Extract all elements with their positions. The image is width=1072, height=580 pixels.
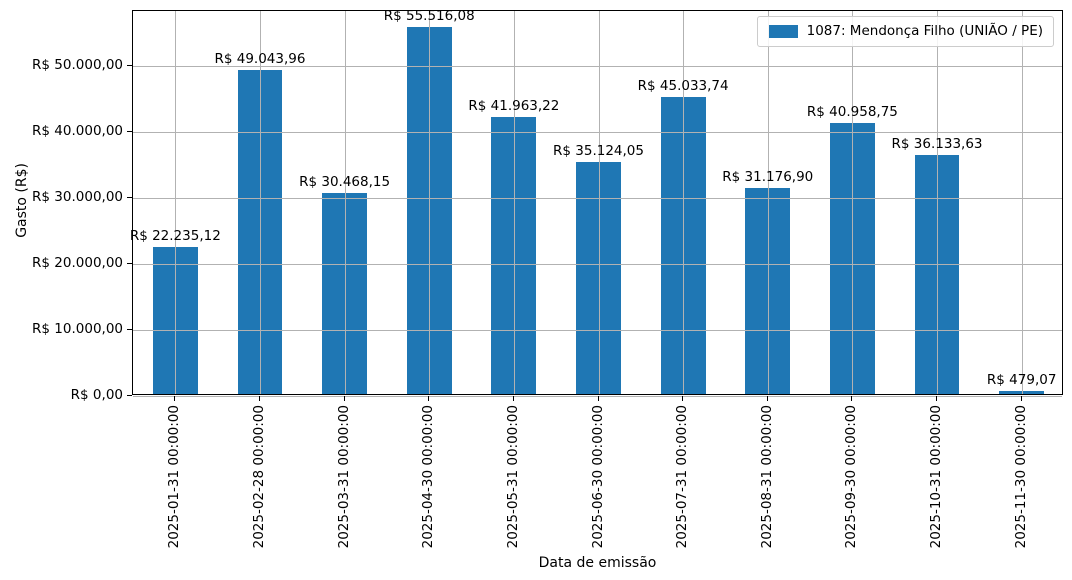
y-tick-label: R$ 20.000,00 <box>32 254 123 271</box>
gridline-vertical <box>429 11 431 394</box>
gridline-horizontal <box>133 65 1062 67</box>
gridline-vertical <box>1021 11 1023 394</box>
x-tick-label: 2025-11-30 00:00:00 <box>1012 405 1029 549</box>
bar <box>491 116 537 394</box>
bar-value-label: R$ 31.176,90 <box>722 169 814 186</box>
bar-value-label: R$ 40.958,75 <box>806 104 898 121</box>
x-axis-title: Data de emissão <box>538 555 657 571</box>
bar-value-label: R$ 22.235,12 <box>129 228 221 245</box>
bar-value-label: R$ 479,07 <box>986 371 1057 388</box>
bar-value-label: R$ 35.124,05 <box>553 143 644 160</box>
y-axis-title: Gasto (R$) <box>14 163 30 238</box>
y-tick-label: R$ 40.000,00 <box>32 122 123 139</box>
gridline-vertical <box>513 11 515 394</box>
bar <box>237 70 283 394</box>
bar <box>576 162 621 394</box>
x-tick-label: 2025-05-31 00:00:00 <box>504 405 521 549</box>
gridline-vertical <box>852 11 854 394</box>
gridline-vertical <box>259 11 261 394</box>
x-tick-label: 2025-02-28 00:00:00 <box>250 405 267 549</box>
gridline-vertical <box>937 11 939 394</box>
x-tick-mark <box>766 396 768 401</box>
gridline-horizontal <box>133 263 1062 265</box>
x-tick-mark <box>851 396 853 401</box>
bar <box>829 123 875 394</box>
x-tick-mark <box>936 396 938 401</box>
x-tick-mark <box>597 396 599 401</box>
y-tick-mark <box>127 130 132 132</box>
x-tick-mark <box>258 396 260 401</box>
gridline-horizontal <box>133 197 1062 199</box>
bar-value-label: R$ 55.516,08 <box>383 8 475 25</box>
bar-value-label: R$ 30.468,15 <box>299 173 391 190</box>
x-tick-label: 2025-03-31 00:00:00 <box>335 405 352 549</box>
y-tick-label: R$ 0,00 <box>70 387 123 403</box>
legend-swatch-icon <box>768 25 798 38</box>
y-tick-label: R$ 50.000,00 <box>32 56 123 73</box>
x-tick-mark <box>1020 396 1022 401</box>
legend: 1087: Mendonça Filho (UNIÃO / PE) <box>756 16 1054 47</box>
x-tick-label: 2025-08-31 00:00:00 <box>758 405 775 549</box>
gridline-vertical <box>598 11 600 394</box>
y-tick-mark <box>127 395 132 396</box>
gridline-horizontal <box>133 329 1062 331</box>
bar-value-label: R$ 41.963,22 <box>468 97 560 114</box>
bar <box>152 247 198 394</box>
y-tick-label: R$ 30.000,00 <box>32 188 123 205</box>
x-tick-label: 2025-07-31 00:00:00 <box>674 405 691 549</box>
x-tick-label: 2025-09-30 00:00:00 <box>843 405 860 549</box>
bar-labels-layer: R$ 22.235,12 R$ 49.043,96 R$ 30.468,15 R$ 5… <box>129 8 1062 394</box>
y-tick-mark <box>127 262 132 264</box>
x-tick-mark <box>343 396 345 401</box>
x-tick-label: 2025-06-30 00:00:00 <box>589 405 606 549</box>
x-tick-label: 2025-04-30 00:00:00 <box>420 405 437 549</box>
bar-value-label: R$ 45.033,74 <box>637 77 729 94</box>
y-tick-mark <box>127 64 132 66</box>
x-tick-mark <box>174 396 176 401</box>
gridline-vertical <box>767 11 769 394</box>
x-tick-mark <box>512 396 514 401</box>
gridline-vertical <box>683 11 685 394</box>
gridline-vertical <box>175 11 177 394</box>
y-tick-label: R$ 10.000,00 <box>32 320 123 337</box>
plot-area: R$ 22.235,12 R$ 49.043,96 R$ 30.468,15 R$ 5… <box>129 8 1063 397</box>
x-tick-label: 2025-01-31 00:00:00 <box>166 405 183 549</box>
gridline-horizontal <box>133 131 1062 133</box>
bar-value-label: R$ 36.133,63 <box>891 136 983 153</box>
gridline-vertical <box>344 11 346 394</box>
y-tick-mark <box>127 328 132 330</box>
y-tick-mark <box>127 196 132 198</box>
bar-value-label: R$ 49.043,96 <box>214 51 306 68</box>
legend-label: 1087: Mendonça Filho (UNIÃO / PE) <box>806 23 1043 39</box>
x-tick-label: 2025-10-31 00:00:00 <box>928 405 945 549</box>
x-tick-mark <box>428 396 430 401</box>
x-tick-mark <box>682 396 684 401</box>
